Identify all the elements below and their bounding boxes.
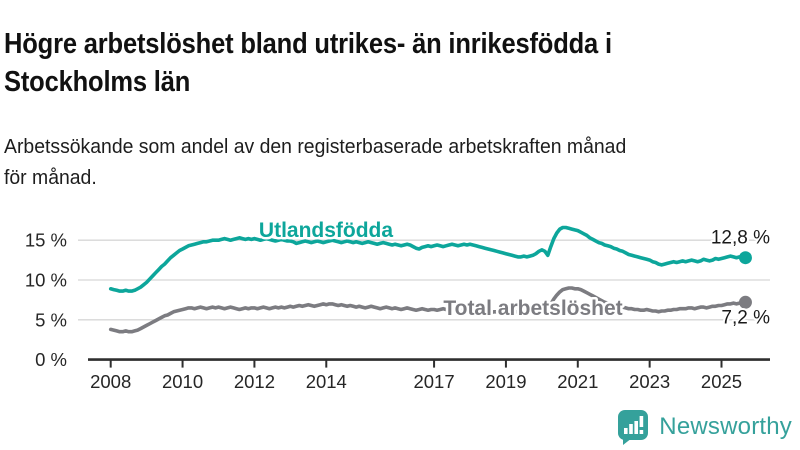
- y-tick-label: 15 %: [25, 230, 67, 251]
- chart-subtitle-line-1: Arbetssökande som andel av den registerb…: [4, 136, 627, 158]
- x-tick-label: 2012: [234, 371, 275, 392]
- series-end-dot: [738, 251, 752, 265]
- page-title: Högre arbetslöshet bland utrikes- än inr…: [4, 25, 796, 101]
- x-tick-label: 2017: [413, 371, 454, 392]
- y-tick-label: 0 %: [35, 349, 67, 370]
- x-tick-label: 2025: [701, 371, 742, 392]
- x-tick-label: 2023: [629, 371, 670, 392]
- chart-subtitle: Arbetssökande som andel av den registerb…: [4, 132, 799, 194]
- y-tick-label: 5 %: [35, 309, 67, 330]
- page-title-line-2: Stockholms län: [4, 66, 191, 99]
- line-chart: 0 % 5 % 10 % 15 % 2008 2010 2012 2014 2017 2019 20…: [25, 217, 772, 393]
- series-end-value-label: 12,8 %: [711, 228, 770, 249]
- chart-area: 0 % 5 % 10 % 15 % 2008 2010 2012 2014 2017 2019 20…: [0, 196, 800, 406]
- chart-subtitle-line-2: för månad.: [4, 167, 97, 189]
- series-end-value-label: 7,2 %: [721, 307, 770, 328]
- series-line-total-arbetsl-shet: [108, 286, 748, 334]
- x-tick-label: 2008: [90, 371, 131, 392]
- x-tick-label: 2019: [485, 371, 526, 392]
- x-tick-label: 2021: [557, 371, 598, 392]
- y-tick-label: 10 %: [25, 270, 67, 291]
- x-tick-label: 2014: [306, 371, 347, 392]
- series-line-utlandsf-dda: [108, 225, 748, 293]
- x-tick-label: 2010: [162, 371, 203, 392]
- series-label: Total arbetslöshet: [443, 297, 622, 320]
- newsworthy-branding: Newsworthy: [617, 409, 792, 445]
- newsworthy-logo-icon: [618, 410, 649, 445]
- series-label: Utlandsfödda: [259, 219, 393, 242]
- newsworthy-brand-text: Newsworthy: [659, 413, 792, 440]
- series-end-dot: [738, 295, 752, 309]
- page-title-line-1: Högre arbetslöshet bland utrikes- än inr…: [4, 28, 612, 61]
